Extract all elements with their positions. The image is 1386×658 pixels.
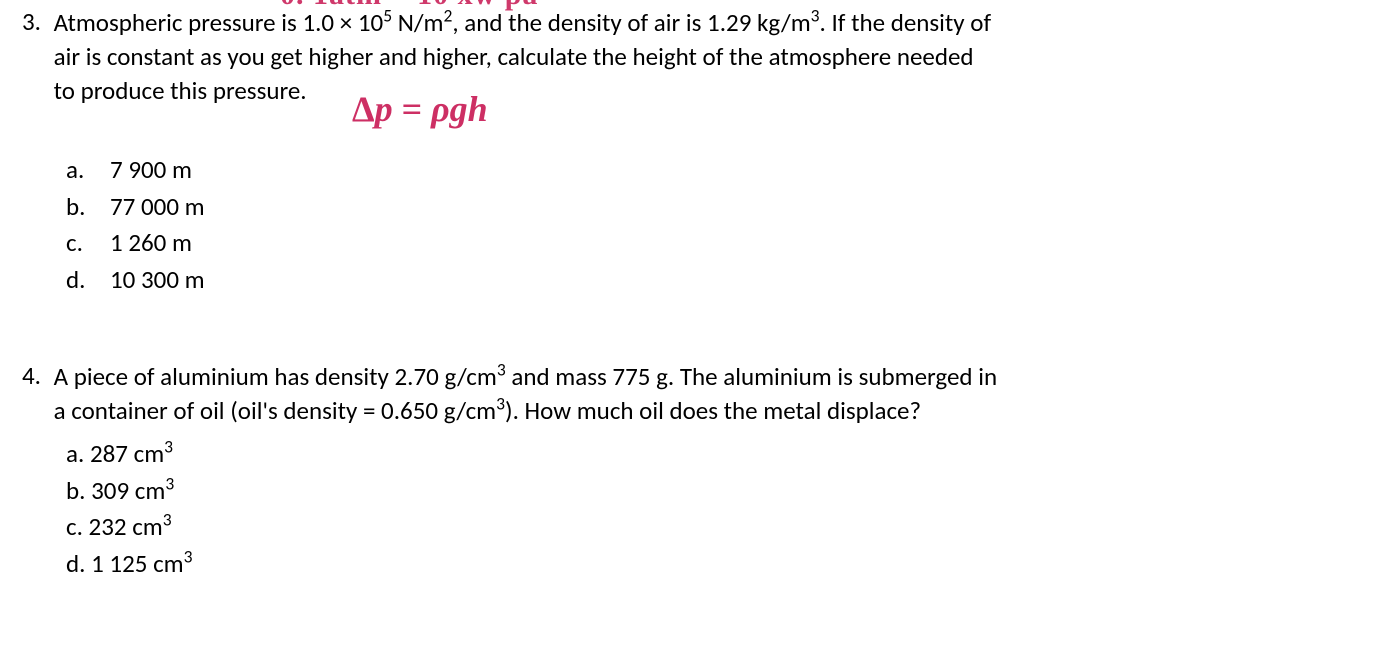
q3-option-b: b. 77 000 m	[66, 189, 1384, 226]
option-letter: b.	[66, 475, 91, 506]
q3-number: 3.	[22, 6, 50, 37]
option-value: 7 900 m	[110, 152, 192, 189]
option-letter: d.	[66, 548, 91, 579]
q3-text-part1d: . If the density of	[820, 7, 992, 38]
q3-text: Atmospheric pressure is 1.0 × 105 N/m2, …	[54, 6, 1384, 108]
question-4: 4. A piece of aluminium has density 2.70…	[22, 360, 1384, 582]
q3-options: a. 7 900 m b. 77 000 m c. 1 260 m d. 10 …	[66, 152, 1384, 298]
option-letter: a.	[66, 152, 110, 189]
option-sup: 3	[184, 545, 193, 567]
q3-text-part1b: N/m	[392, 7, 443, 38]
q3-handwritten-formula: Δp = ρgh	[352, 88, 488, 130]
q4-text: A piece of aluminium has density 2.70 g/…	[54, 360, 1384, 428]
option-sup: 3	[165, 472, 174, 494]
option-value: 309 cm	[91, 475, 165, 506]
q4-sup2: 3	[496, 393, 505, 415]
q4-text-part2b: ). How much oil does the metal displace?	[505, 395, 921, 426]
question-3: 3. Atmospheric pressure is 1.0 × 105 N/m…	[22, 6, 1384, 298]
option-value: 232 cm	[89, 511, 163, 542]
option-sup: 3	[163, 509, 172, 531]
q4-option-d: d. 1 125 cm3	[66, 546, 1384, 583]
q3-text-line2: air is constant as you get higher and hi…	[54, 41, 974, 72]
option-letter: a.	[66, 438, 90, 469]
q3-option-a: a. 7 900 m	[66, 152, 1384, 189]
option-sup: 3	[164, 436, 173, 458]
q4-text-part1b: and mass 775 g. The aluminium is submerg…	[506, 361, 997, 392]
q4-number: 4.	[22, 360, 50, 391]
option-letter: b.	[66, 189, 110, 226]
q3-option-c: c. 1 260 m	[66, 225, 1384, 262]
option-letter: c.	[66, 225, 110, 262]
option-value: 1 125 cm	[91, 548, 184, 579]
q4-option-c: c. 232 cm3	[66, 509, 1384, 546]
q4-options: a. 287 cm3 b. 309 cm3 c. 232 cm3 d. 1 12…	[66, 436, 1384, 582]
q3-text-part1: Atmospheric pressure is 1.0 × 10	[54, 7, 384, 38]
option-value: 77 000 m	[110, 189, 205, 226]
option-letter: d.	[66, 262, 110, 299]
q3-sup1: 5	[383, 5, 392, 27]
q3-text-line3: to produce this pressure.	[54, 75, 307, 106]
q3-text-part1c: , and the density of air is 1.29 kg/m	[452, 7, 810, 38]
q3-sup3: 3	[811, 5, 820, 27]
option-letter: c.	[66, 511, 89, 542]
option-value: 1 260 m	[110, 225, 192, 262]
option-value: 287 cm	[90, 438, 164, 469]
q4-option-b: b. 309 cm3	[66, 473, 1384, 510]
q4-text-part2a: a container of oil (oil's density = 0.65…	[54, 395, 496, 426]
q3-option-d: d. 10 300 m	[66, 262, 1384, 299]
page: 0. 1atm = 10 xw pa 3. Atmospheric pressu…	[0, 0, 1386, 658]
option-value: 10 300 m	[110, 262, 205, 299]
q4-text-part1a: A piece of aluminium has density 2.70 g/…	[54, 361, 497, 392]
q4-sup1: 3	[497, 359, 506, 381]
q4-option-a: a. 287 cm3	[66, 436, 1384, 473]
